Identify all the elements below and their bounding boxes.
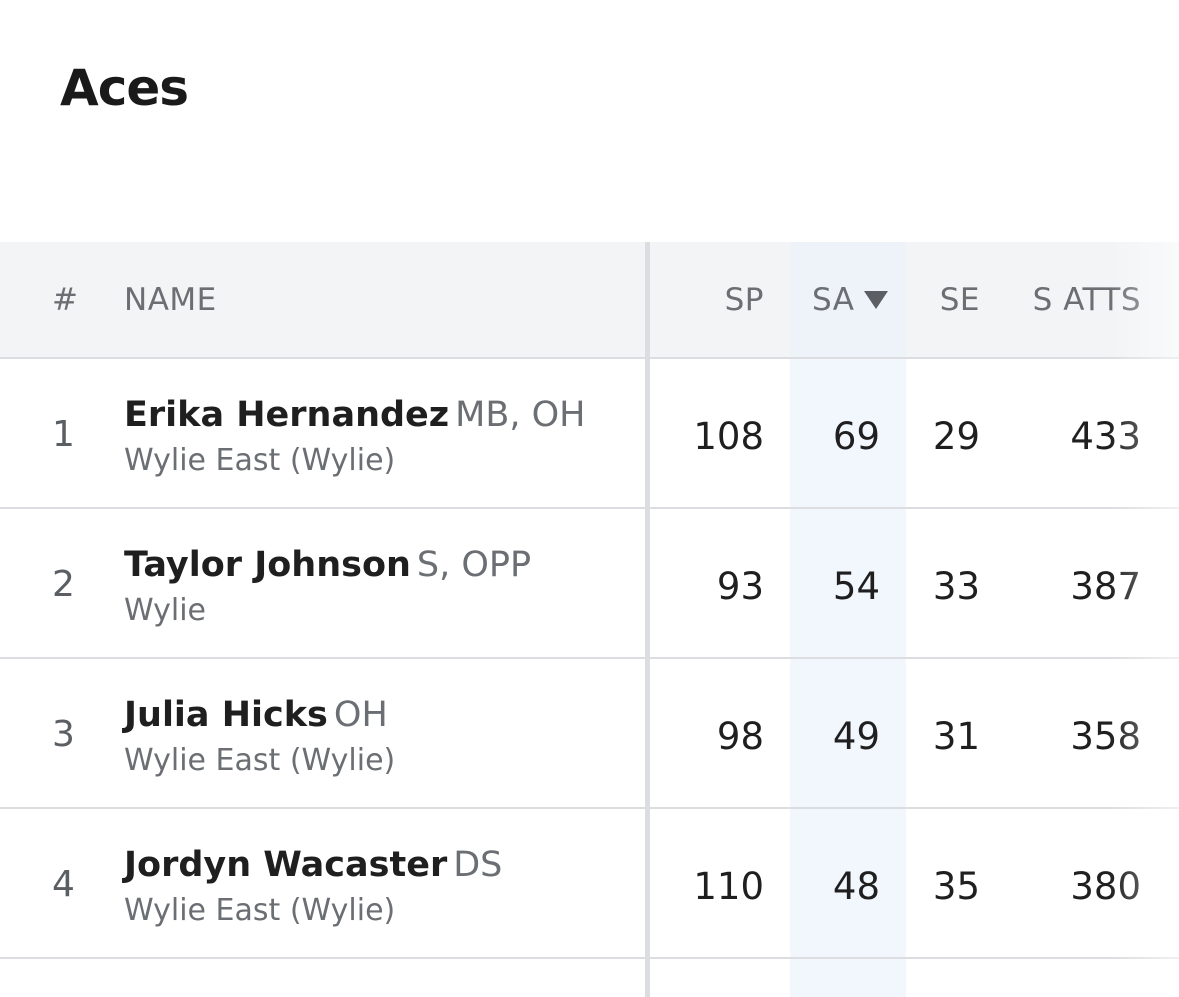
player-name-line: Taylor Johnson S, OPP <box>124 543 531 587</box>
column-header-s-atts[interactable]: S ATTS <box>1032 282 1141 318</box>
cell-se: 29 <box>932 415 980 458</box>
cell-sa: 54 <box>832 565 880 608</box>
cell-sp: 93 <box>716 565 764 608</box>
cell-s-atts: 358 <box>1070 715 1141 758</box>
sort-descending-icon <box>864 290 889 309</box>
column-header-sa-label: SA <box>812 282 855 318</box>
table-row: 3 Julia Hicks OH Wylie East (Wylie) 98 49… <box>0 659 1179 809</box>
cell-se: 31 <box>932 715 980 758</box>
column-header-name[interactable]: NAME <box>124 282 217 318</box>
player-school: Wylie East (Wylie) <box>124 443 396 478</box>
column-header-sa[interactable]: SA <box>812 242 889 359</box>
column-header-sp[interactable]: SP <box>724 282 764 318</box>
player-name-link[interactable]: Julia Hicks <box>124 695 328 735</box>
player-school: Wylie East (Wylie) <box>124 893 396 928</box>
cell-sa: 49 <box>832 715 880 758</box>
player-positions: MB, OH <box>455 395 586 435</box>
sorted-column-highlight <box>790 242 906 997</box>
table-row: 4 Jordyn Wacaster DS Wylie East (Wylie) 1… <box>0 809 1179 959</box>
row-rank: 3 <box>52 714 75 755</box>
player-name-link[interactable]: Erika Hernandez <box>124 395 450 435</box>
cell-s-atts: 433 <box>1070 415 1141 458</box>
player-name-link[interactable]: Taylor Johnson <box>124 545 411 585</box>
table-header: # NAME SP SA SE S ATTS <box>0 242 1179 359</box>
player-name-line: Erika Hernandez MB, OH <box>124 393 585 437</box>
column-header-rank[interactable]: # <box>52 282 79 318</box>
player-name-line: Julia Hicks OH <box>124 693 388 737</box>
cell-s-atts: 387 <box>1070 565 1141 608</box>
player-positions: S, OPP <box>416 545 532 585</box>
player-name-line: Jordyn Wacaster DS <box>124 843 502 887</box>
player-school: Wylie East (Wylie) <box>124 743 396 778</box>
cell-sp: 108 <box>693 415 764 458</box>
frozen-column-divider <box>645 242 650 997</box>
player-school: Wylie <box>124 593 207 628</box>
table-row: 1 Erika Hernandez MB, OH Wylie East (Wyli… <box>0 359 1179 509</box>
cell-se: 33 <box>932 565 980 608</box>
player-positions: DS <box>453 845 503 885</box>
cell-sp: 98 <box>716 715 764 758</box>
stats-table: # NAME SP SA SE S ATTS 1 Erika Hernandez… <box>0 242 1179 997</box>
column-header-se[interactable]: SE <box>939 282 980 318</box>
cell-sp: 110 <box>693 865 764 908</box>
player-positions: OH <box>333 695 388 735</box>
cell-s-atts: 380 <box>1070 865 1141 908</box>
player-name-link[interactable]: Jordyn Wacaster <box>124 845 448 885</box>
cell-se: 35 <box>932 865 980 908</box>
cell-sa: 69 <box>832 415 880 458</box>
page-title: Aces <box>60 59 189 117</box>
cell-sa: 48 <box>832 865 880 908</box>
row-rank: 1 <box>52 414 75 455</box>
row-rank: 4 <box>52 864 75 905</box>
row-rank: 2 <box>52 564 75 605</box>
table-row: 2 Taylor Johnson S, OPP Wylie 93 54 33 38… <box>0 509 1179 659</box>
